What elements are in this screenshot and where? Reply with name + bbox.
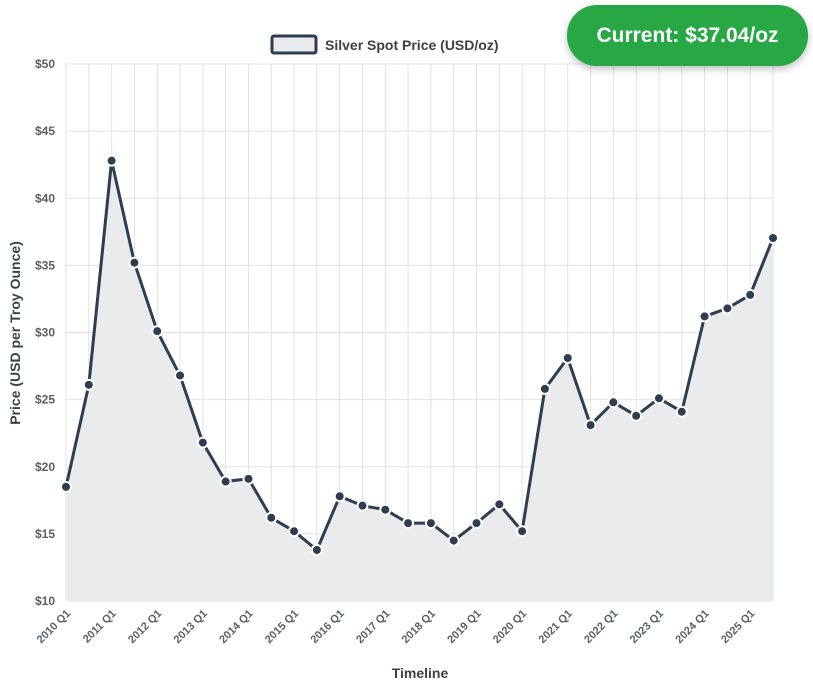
x-tick-label: 2014 Q1: [217, 608, 255, 646]
data-point[interactable]: [265, 511, 278, 524]
x-tick-label: 2016 Q1: [308, 608, 346, 646]
x-tick-label: 2024 Q1: [673, 608, 711, 646]
data-point[interactable]: [105, 154, 118, 167]
legend-label: Silver Spot Price (USD/oz): [325, 37, 498, 53]
x-axis-ticks: 2010 Q1 2011 Q1 2012 Q1 2013 Q1 2014 Q1 2015 …: [35, 608, 758, 646]
x-tick-label: 2020 Q1: [491, 608, 529, 646]
price-area-fill: [66, 160, 773, 601]
x-tick-label: 2023 Q1: [628, 608, 666, 646]
y-axis-ticks: $10 $15 $20 $25 $30 $35 $40 $45 $50: [35, 57, 55, 608]
data-point[interactable]: [721, 302, 734, 315]
current-price-badge: Current: $37.04/oz: [567, 5, 808, 66]
data-point[interactable]: [675, 405, 688, 418]
x-tick-label: 2011 Q1: [81, 608, 119, 646]
data-point[interactable]: [607, 396, 620, 409]
x-tick-label: 2019 Q1: [445, 608, 483, 646]
data-point[interactable]: [698, 310, 711, 323]
data-point[interactable]: [538, 382, 551, 395]
y-tick-label: $30: [35, 326, 55, 340]
data-point[interactable]: [219, 475, 232, 488]
y-tick-label: $20: [35, 460, 55, 474]
x-tick-label: 2018 Q1: [400, 608, 438, 646]
x-tick-label: 2010 Q1: [35, 608, 73, 646]
data-point[interactable]: [128, 256, 141, 269]
data-points: [60, 154, 779, 556]
data-point[interactable]: [584, 419, 597, 432]
legend-swatch: [270, 34, 318, 55]
y-tick-label: $50: [35, 57, 55, 71]
data-point[interactable]: [82, 378, 95, 391]
data-point[interactable]: [493, 498, 506, 511]
data-point[interactable]: [652, 392, 665, 405]
y-tick-label: $35: [35, 258, 55, 272]
data-point[interactable]: [333, 490, 346, 503]
data-point[interactable]: [402, 517, 415, 530]
current-price-text: Current: $37.04/oz: [596, 23, 779, 47]
y-tick-label: $45: [35, 124, 55, 138]
x-tick-label: 2015 Q1: [263, 608, 301, 646]
x-tick-label: 2017 Q1: [354, 608, 392, 646]
x-tick-label: 2013 Q1: [172, 608, 210, 646]
data-point[interactable]: [744, 288, 757, 301]
data-point[interactable]: [60, 480, 72, 493]
data-point[interactable]: [242, 472, 255, 485]
data-point[interactable]: [151, 325, 164, 338]
data-point[interactable]: [470, 517, 483, 530]
data-point[interactable]: [561, 352, 574, 365]
data-point[interactable]: [424, 517, 437, 530]
y-tick-label: $25: [35, 393, 55, 407]
legend[interactable]: Silver Spot Price (USD/oz): [270, 34, 498, 55]
data-point[interactable]: [196, 436, 209, 449]
data-point[interactable]: [767, 231, 779, 244]
data-point[interactable]: [379, 503, 392, 516]
data-point[interactable]: [356, 499, 369, 512]
y-tick-label: $15: [35, 527, 55, 541]
data-point[interactable]: [288, 525, 301, 538]
x-tick-label: 2012 Q1: [126, 608, 164, 646]
y-tick-label: $10: [35, 594, 55, 608]
x-tick-label: 2021 Q1: [537, 608, 575, 646]
data-point[interactable]: [516, 525, 529, 538]
x-tick-label: 2025 Q1: [719, 608, 757, 646]
x-axis-title: Timeline: [392, 665, 449, 681]
data-point[interactable]: [174, 369, 187, 382]
data-point[interactable]: [630, 409, 643, 422]
data-point[interactable]: [310, 543, 323, 556]
data-point[interactable]: [447, 534, 460, 547]
x-tick-label: 2022 Q1: [582, 608, 620, 646]
y-axis-title: Price (USD per Troy Ounce): [7, 241, 23, 425]
y-tick-label: $40: [35, 191, 55, 205]
